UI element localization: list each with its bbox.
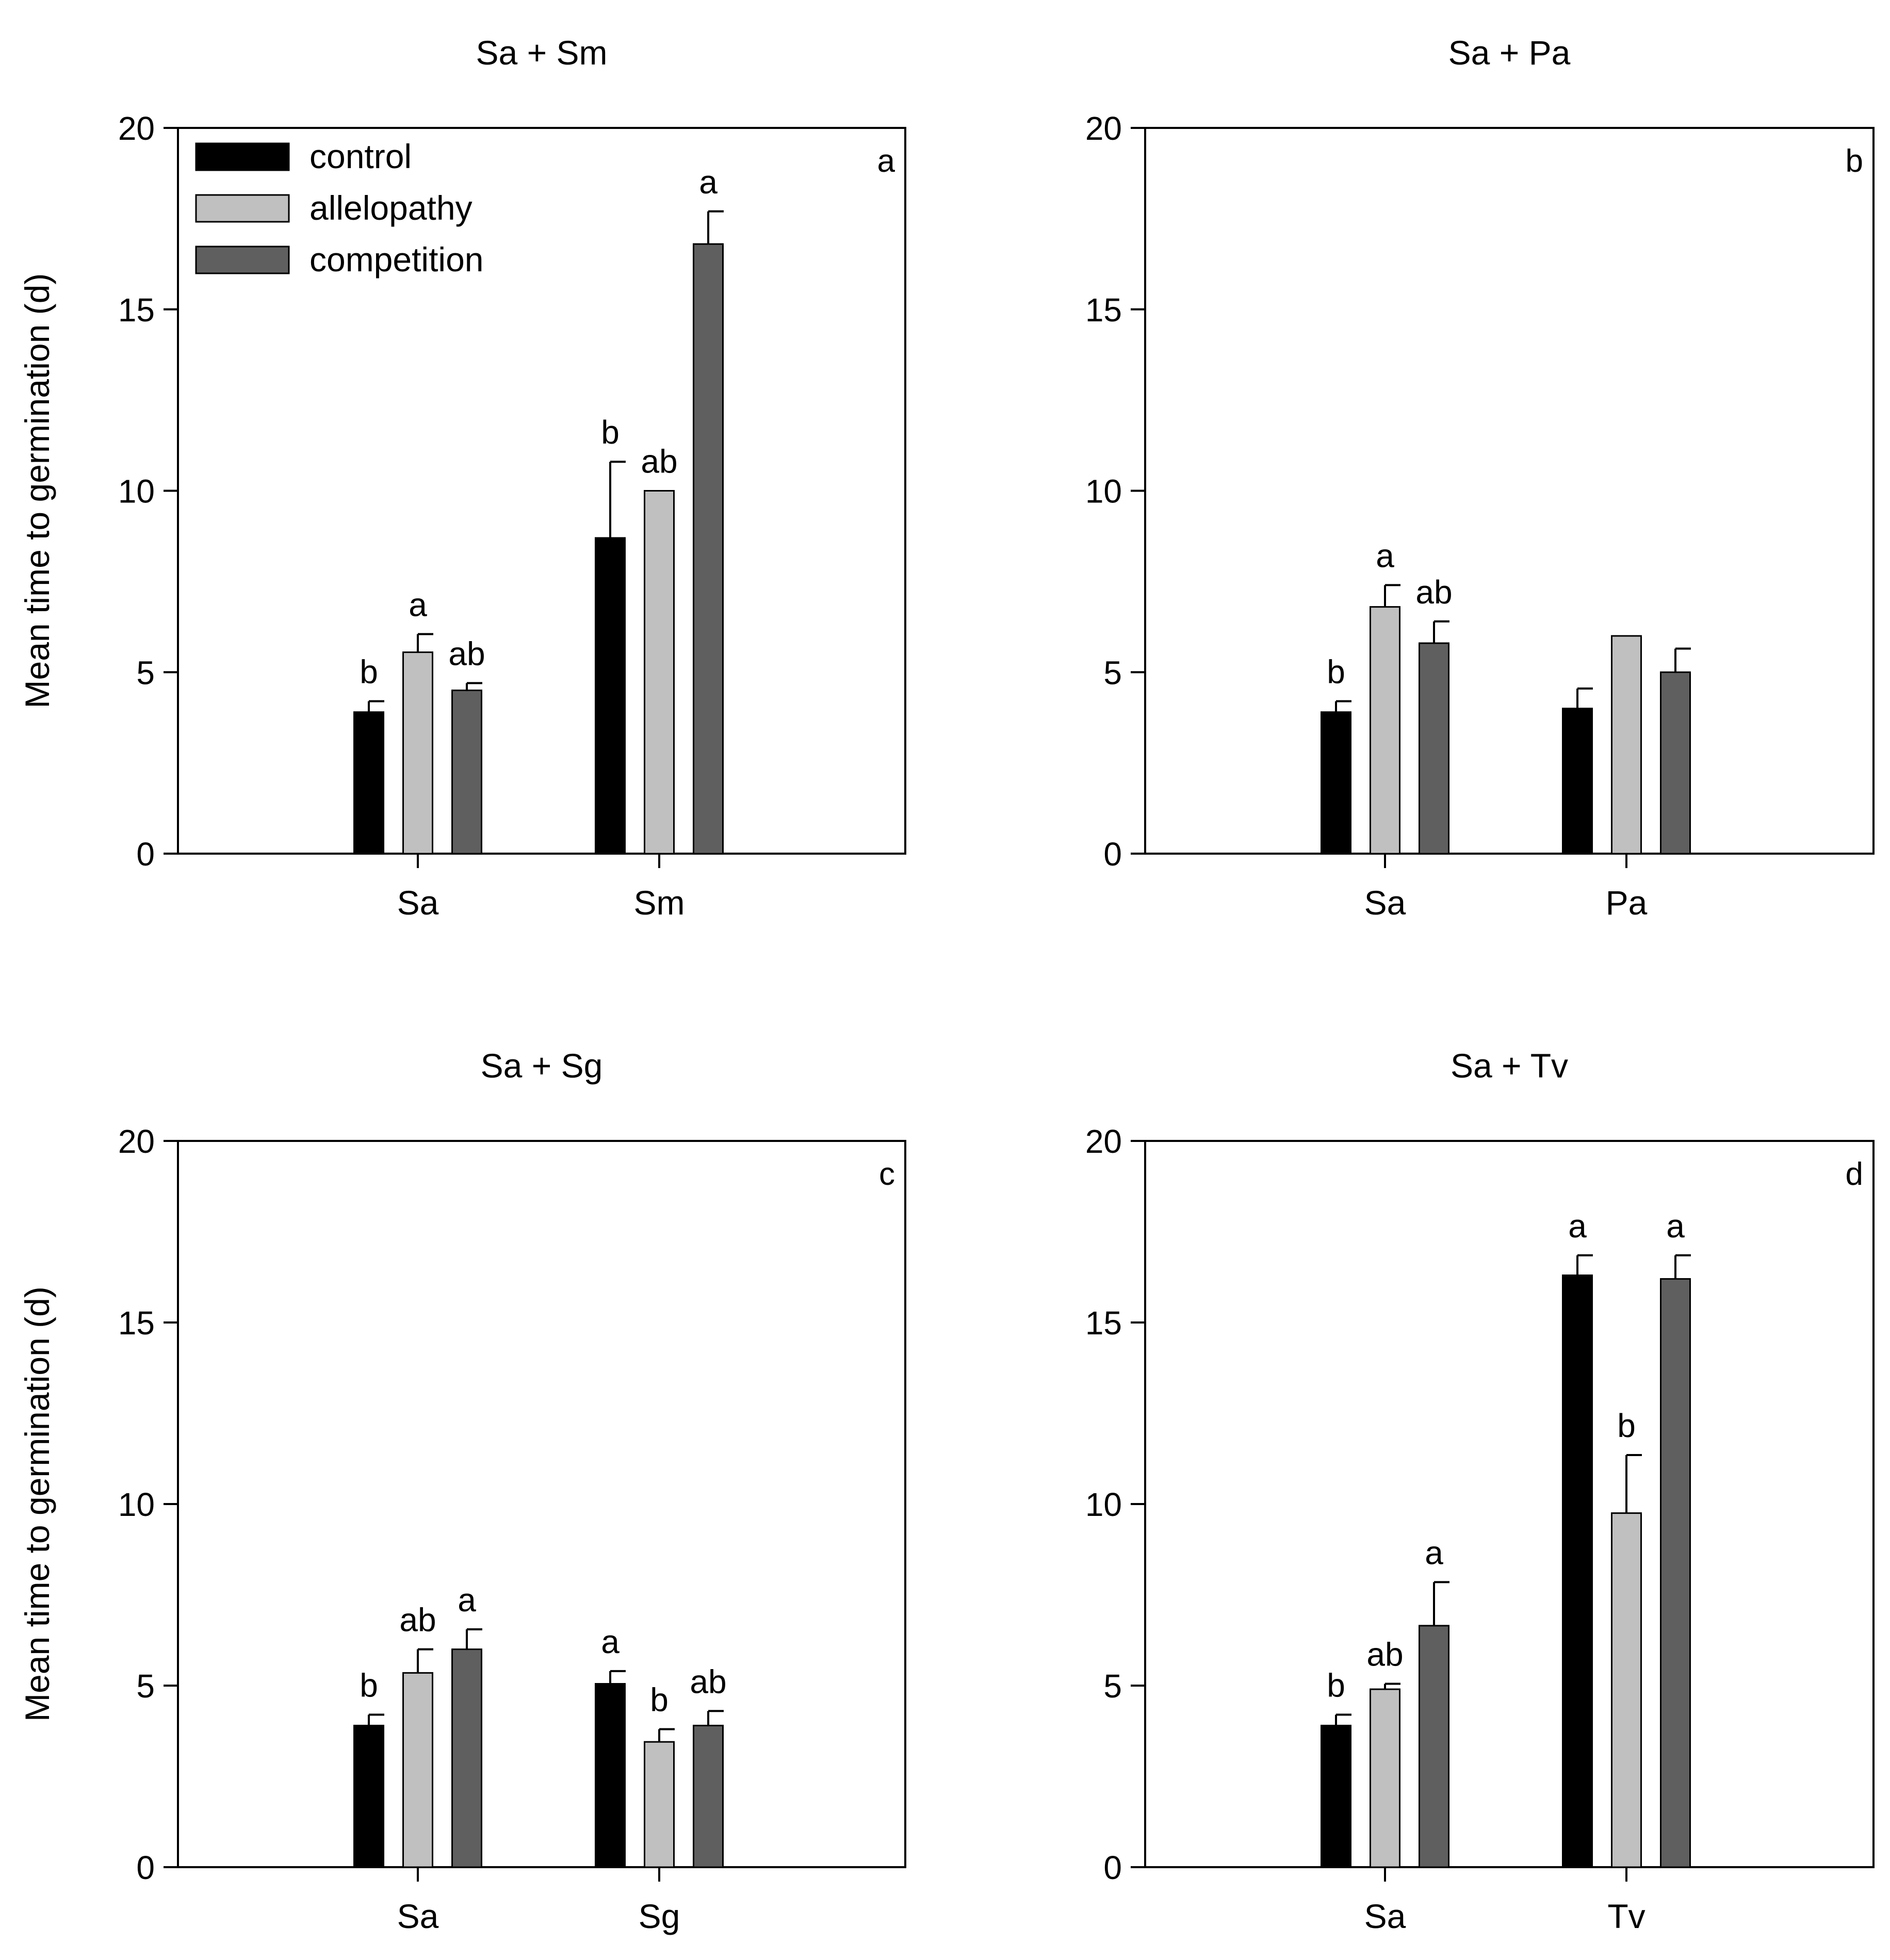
bar-allelopathy	[1370, 1688, 1400, 1868]
significance-label: b	[1617, 1407, 1636, 1444]
significance-label: ab	[641, 443, 677, 480]
chart-title: Sa + Sm	[476, 34, 608, 72]
bar-competition	[1660, 671, 1691, 855]
chart-panel-c: Sa + Sg c 0 5 10 15 20 Mean time to germination…	[18, 1047, 906, 1935]
bar-allelopathy	[1611, 635, 1642, 855]
significance-label: a	[601, 1623, 620, 1660]
bar-competition	[1660, 1278, 1691, 1868]
legend-label-allelopathy: allelopathy	[309, 189, 472, 227]
bar-competition	[1419, 1625, 1449, 1868]
bar-competition	[693, 1724, 724, 1868]
significance-label: ab	[1366, 1636, 1403, 1673]
bar-competition	[451, 1648, 482, 1868]
panel-letter: c	[879, 1156, 895, 1192]
significance-label: a	[1376, 537, 1394, 574]
bar-allelopathy	[644, 1741, 675, 1868]
bar-control	[353, 1724, 384, 1868]
y-tick-label: 15	[1085, 1304, 1122, 1342]
significance-label: a	[1425, 1534, 1443, 1571]
y-tick-label: 5	[136, 1668, 155, 1705]
plot-frame	[1144, 1140, 1875, 1868]
y-axis-label: Mean time to germination (d)	[18, 273, 56, 709]
legend-swatch-competition	[195, 246, 290, 274]
y-tick-label: 5	[1103, 1668, 1122, 1705]
bar-competition	[451, 689, 482, 855]
significance-label: b	[1327, 654, 1345, 691]
x-tick-label: Sa	[1364, 884, 1406, 922]
significance-label: a	[1568, 1207, 1587, 1245]
y-tick-label: 5	[136, 654, 155, 691]
bar-competition	[1419, 642, 1449, 855]
panel-letter: b	[1846, 143, 1863, 179]
panel-letter: a	[877, 143, 895, 179]
significance-label: b	[601, 414, 620, 451]
panel-letter: d	[1846, 1156, 1863, 1192]
bar-control	[595, 1683, 626, 1868]
y-tick-label: 15	[118, 291, 155, 329]
bar-control	[1562, 708, 1593, 855]
chart-panel-b: Sa + Pa b 0 5 10 15 20 Sa b aab Pa	[1085, 34, 1875, 922]
bar-allelopathy	[644, 490, 675, 855]
legend-label-competition: competition	[309, 240, 484, 279]
x-tick-label: Sa	[1364, 1897, 1406, 1935]
significance-label: a	[409, 586, 427, 623]
significance-label: a	[458, 1581, 476, 1619]
bar-control	[1321, 711, 1351, 855]
chart-title: Sa + Tv	[1451, 1047, 1568, 1085]
significance-label: b	[360, 1667, 378, 1704]
y-tick-label: 10	[118, 1486, 155, 1523]
y-tick-label: 10	[118, 473, 155, 510]
x-tick-label: Sg	[639, 1897, 680, 1935]
significance-label: ab	[690, 1663, 726, 1700]
y-tick-label: 5	[1103, 654, 1122, 691]
x-tick-label: Sm	[634, 884, 685, 922]
significance-label: a	[1666, 1207, 1685, 1245]
bar-competition	[693, 243, 724, 855]
bar-control	[595, 537, 626, 855]
plot-frame	[1144, 127, 1875, 855]
significance-label: ab	[399, 1602, 436, 1639]
plot-frame	[177, 1140, 906, 1868]
bar-control	[1562, 1274, 1593, 1868]
bar-allelopathy	[1611, 1512, 1642, 1868]
y-tick-label: 10	[1085, 1486, 1122, 1523]
significance-label: ab	[448, 635, 485, 672]
bar-allelopathy	[402, 651, 433, 855]
legend-swatch-allelopathy	[195, 194, 290, 223]
bar-control	[353, 711, 384, 855]
y-tick-label: 0	[136, 1849, 155, 1886]
y-tick-label: 0	[1103, 836, 1122, 873]
y-tick-label: 15	[1085, 291, 1122, 329]
significance-label: b	[360, 654, 378, 691]
x-tick-label: Sa	[397, 884, 439, 922]
y-tick-label: 20	[1085, 1123, 1122, 1160]
y-tick-label: 20	[118, 1123, 155, 1160]
bar-allelopathy	[1370, 606, 1400, 855]
significance-label: b	[650, 1681, 669, 1718]
significance-label: a	[699, 164, 718, 201]
chart-title: Sa + Pa	[1448, 34, 1571, 72]
bar-control	[1321, 1724, 1351, 1868]
significance-label: b	[1327, 1667, 1345, 1704]
y-tick-label: 0	[136, 836, 155, 873]
x-tick-label: Tv	[1607, 1897, 1645, 1935]
y-tick-label: 10	[1085, 473, 1122, 510]
x-tick-label: Sa	[397, 1897, 439, 1935]
bar-allelopathy	[402, 1672, 433, 1868]
y-tick-label: 20	[1085, 110, 1122, 147]
significance-label: ab	[1415, 574, 1452, 611]
y-tick-label: 0	[1103, 1849, 1122, 1886]
y-tick-label: 20	[118, 110, 155, 147]
y-axis-label: Mean time to germination (d)	[18, 1286, 56, 1722]
chart-panel-a: Sa + Sm a 0 5 10 15 20 Mean time to germination…	[18, 34, 906, 922]
plot-frame	[177, 127, 906, 855]
x-tick-label: Pa	[1606, 884, 1648, 922]
chart-title: Sa + Sg	[481, 1047, 603, 1085]
legend-swatch-control	[195, 142, 290, 171]
legend-label-control: control	[309, 137, 412, 175]
y-tick-label: 15	[118, 1304, 155, 1342]
